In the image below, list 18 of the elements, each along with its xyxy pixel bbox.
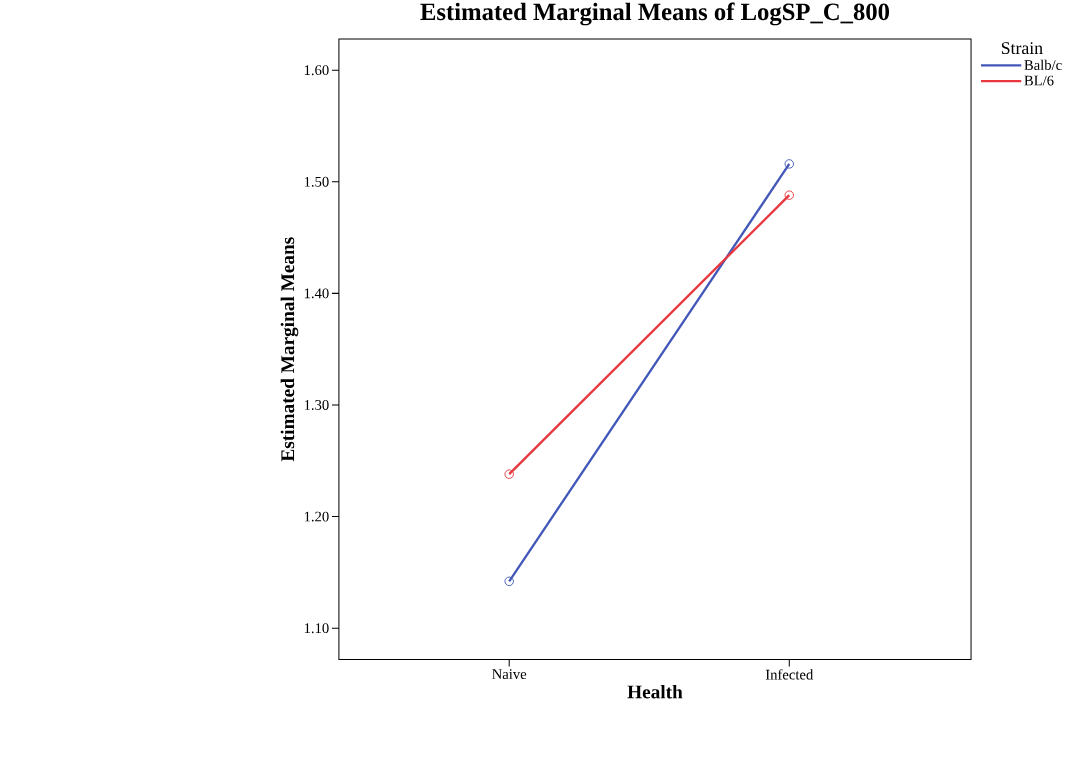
legend-title: Strain xyxy=(1001,42,1043,55)
y-tick-label: 1.60 xyxy=(304,65,329,76)
point xyxy=(504,576,514,587)
y-tick-label: 1.20 xyxy=(304,511,329,522)
point xyxy=(784,159,794,169)
y-tick-label: 1.40 xyxy=(304,288,329,299)
y-tick-label: 1.10 xyxy=(304,623,329,634)
x-axis-title: Health xyxy=(627,685,683,699)
x-tick-label: Infected xyxy=(765,669,814,680)
legend-label: Balb/c xyxy=(1024,59,1062,71)
point xyxy=(504,469,514,480)
legend-label: BL/6 xyxy=(1024,75,1054,86)
point xyxy=(784,190,794,201)
y-tick-label: 1.50 xyxy=(304,177,329,187)
y-axis-title: Estimated Marginal Means xyxy=(280,237,299,462)
chart-title: Estimated Marginal Means of LogSP_C_800 xyxy=(420,2,890,26)
y-tick-label: 1.30 xyxy=(304,400,329,411)
x-tick-label: Naive xyxy=(492,669,527,680)
